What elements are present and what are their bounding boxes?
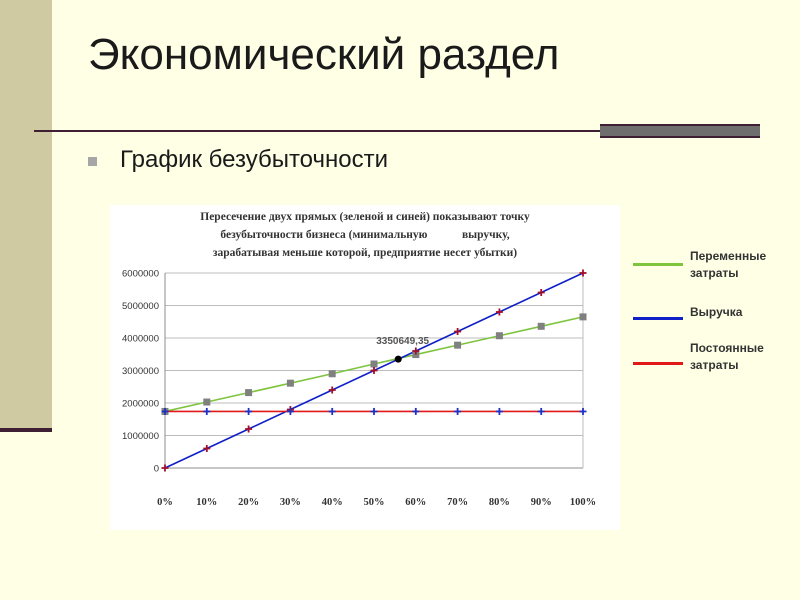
x-tick-label: 80% bbox=[489, 497, 510, 508]
x-tick-label: 0% bbox=[157, 497, 173, 508]
y-tick-label: 0 bbox=[154, 464, 159, 475]
point-revenue bbox=[328, 386, 336, 394]
legend-swatch-variable bbox=[633, 263, 683, 266]
x-tick-label: 10% bbox=[196, 497, 217, 508]
y-tick-label: 6000000 bbox=[122, 269, 159, 280]
point-revenue bbox=[370, 367, 378, 374]
point-revenue bbox=[579, 269, 587, 277]
y-tick-label: 2000000 bbox=[122, 399, 159, 410]
x-tick-label: 70% bbox=[447, 497, 468, 508]
slide-title: Экономический раздел bbox=[88, 30, 560, 79]
chart-title-line-1: Пересечение двух прямых (зеленой и синей… bbox=[200, 211, 530, 223]
point-fixed bbox=[161, 407, 169, 415]
legend-label-variable: Переменные затраты bbox=[690, 249, 767, 280]
title-divider bbox=[34, 130, 760, 132]
point-revenue bbox=[161, 464, 169, 472]
point-fixed bbox=[537, 407, 545, 415]
bullet-text: График безубыточности bbox=[120, 146, 389, 173]
point-variable bbox=[245, 389, 253, 397]
point-revenue bbox=[412, 347, 420, 355]
legend-label-fixed: Постоянные затраты bbox=[690, 341, 764, 372]
point-variable bbox=[203, 398, 211, 406]
y-tick-label: 1000000 bbox=[122, 431, 159, 442]
point-revenue bbox=[454, 328, 462, 335]
point-fixed bbox=[579, 407, 587, 415]
point-fixed bbox=[286, 407, 294, 415]
chart-title: Пересечение двух прямых (зеленой и синей… bbox=[110, 208, 620, 262]
legend-swatch-fixed bbox=[633, 362, 683, 365]
point-fixed bbox=[412, 407, 420, 415]
divider-accent-block bbox=[600, 124, 760, 138]
point-variable bbox=[412, 351, 420, 359]
breakeven-chart: 0 1000000 2000000 3000000 4000000 5000000 6000… bbox=[122, 269, 596, 509]
x-tick-label: 100% bbox=[570, 497, 596, 508]
legend-swatch-revenue bbox=[633, 317, 683, 320]
x-tick-label: 40% bbox=[322, 497, 343, 508]
point-variable bbox=[579, 313, 587, 321]
point-fixed bbox=[328, 407, 336, 415]
point-fixed bbox=[495, 407, 503, 415]
point-variable bbox=[537, 322, 545, 330]
x-tick-label: 50% bbox=[364, 497, 385, 508]
y-tick-label: 3000000 bbox=[122, 366, 159, 377]
point-revenue bbox=[203, 445, 211, 452]
bullet-square-icon bbox=[88, 157, 97, 166]
chart-title-line-3: зарабатывая меньше которой, предприятие … bbox=[212, 247, 518, 259]
point-fixed bbox=[245, 407, 253, 415]
point-fixed bbox=[203, 407, 211, 415]
point-variable bbox=[370, 360, 378, 368]
point-variable bbox=[454, 341, 462, 349]
y-tick-label: 4000000 bbox=[122, 334, 159, 345]
point-variable bbox=[286, 379, 294, 387]
breakeven-label: 3350649,35 bbox=[376, 336, 429, 347]
point-fixed bbox=[454, 407, 462, 415]
chart-title-line-2: безубыточности бизнеса (минимальную выру… bbox=[220, 229, 510, 241]
chart-panel: Пересечение двух прямых (зеленой и синей… bbox=[110, 205, 620, 530]
point-variable bbox=[328, 370, 336, 378]
x-tick-label: 90% bbox=[531, 497, 552, 508]
point-revenue bbox=[537, 289, 545, 296]
breakeven-point bbox=[394, 355, 402, 363]
y-tick-label: 5000000 bbox=[122, 301, 159, 312]
x-tick-label: 20% bbox=[238, 497, 259, 508]
point-fixed bbox=[370, 407, 378, 415]
legend-label-revenue: Выручка bbox=[690, 305, 743, 319]
point-revenue bbox=[495, 308, 503, 316]
point-revenue bbox=[245, 425, 253, 433]
left-accent-bar bbox=[0, 0, 52, 432]
point-variable bbox=[495, 332, 503, 340]
x-tick-label: 30% bbox=[280, 497, 301, 508]
x-tick-label: 60% bbox=[405, 497, 426, 508]
